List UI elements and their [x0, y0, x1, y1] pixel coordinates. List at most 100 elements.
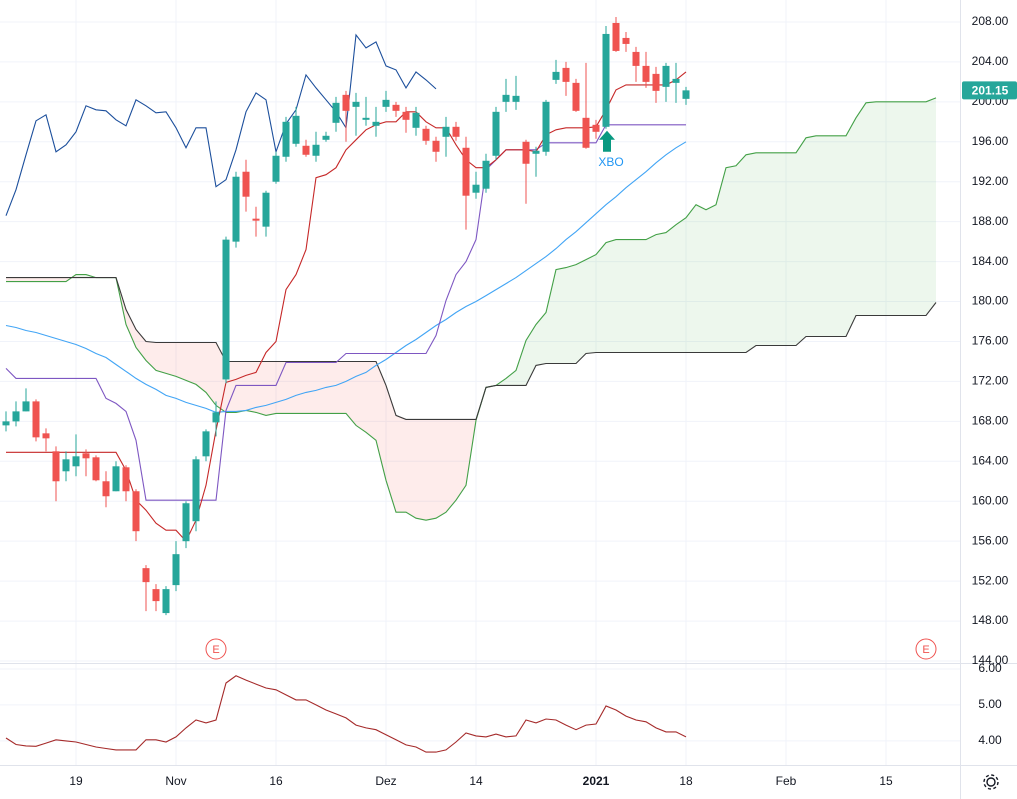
gear-inner	[986, 777, 996, 787]
candle-body	[112, 466, 120, 492]
candle-body	[392, 104, 400, 111]
cloud-fill	[256, 361, 266, 416]
candle-body	[362, 117, 370, 120]
cloud-fill	[426, 419, 436, 521]
candle-body	[622, 37, 630, 44]
candle-body	[82, 453, 90, 459]
candle-body	[522, 141, 530, 164]
candle-body	[332, 102, 340, 123]
y-tick-label: 5.00	[978, 697, 1002, 711]
cloud-fill	[296, 361, 306, 414]
candle-body	[202, 431, 210, 457]
cloud-fill	[306, 361, 316, 414]
y-tick-label: 196.00	[972, 134, 1009, 148]
lower-indicator-line	[5, 675, 687, 753]
cloud-fill	[386, 385, 396, 513]
candle-body	[402, 111, 410, 120]
indicator-line	[5, 124, 686, 501]
x-tick-label: 2021	[583, 774, 610, 788]
y-tick-label: 204.00	[972, 54, 1009, 68]
candle-body	[312, 144, 320, 156]
y-tick-label: 144.00	[972, 653, 1009, 667]
cloud-fill	[796, 137, 806, 346]
y-tick-label: 168.00	[972, 414, 1009, 428]
cloud-fill	[246, 361, 256, 413]
event-label: E	[212, 644, 219, 656]
cloud-fill	[576, 259, 586, 364]
x-tick-label: 18	[679, 774, 693, 788]
cloud-fill	[366, 361, 376, 441]
y-tick-label: 176.00	[972, 334, 1009, 348]
cloud-fill	[16, 277, 26, 282]
y-tick-label: 180.00	[972, 294, 1009, 308]
cloud-fill	[236, 361, 246, 413]
cloud-fill	[76, 274, 86, 278]
annotation-arrow	[599, 130, 615, 152]
candle-body	[42, 433, 50, 439]
y-tick-label: 160.00	[972, 493, 1009, 507]
candle-body	[512, 95, 520, 102]
settings-icon[interactable]	[983, 774, 999, 790]
x-tick-label: 14	[469, 774, 483, 788]
cloud-fill	[326, 361, 336, 414]
candle-body	[92, 457, 100, 481]
candle-body	[602, 33, 610, 127]
cloud-fill	[546, 269, 556, 364]
cloud-fill	[716, 167, 726, 353]
y-tick-label: 184.00	[972, 254, 1009, 268]
cloud-fill	[136, 329, 146, 361]
cloud-fill	[36, 277, 46, 282]
candle-body	[592, 124, 600, 132]
cloud-fill	[316, 361, 326, 414]
cloud-fill	[676, 217, 686, 353]
candle-body	[442, 126, 450, 137]
cloud-fill	[456, 419, 466, 501]
cloud-fill	[896, 101, 906, 316]
candle-body	[152, 589, 160, 602]
cloud-fill	[336, 361, 346, 414]
candle-body	[232, 176, 240, 242]
candle-body	[252, 218, 260, 221]
cloud-fill	[406, 419, 416, 519]
candle-body	[72, 456, 80, 467]
y-tick-label: 148.00	[972, 613, 1009, 627]
cloud-fill	[836, 135, 846, 337]
candle-body	[652, 73, 660, 91]
candle-body	[482, 160, 490, 189]
candle-body	[102, 481, 110, 497]
cloud-fill	[56, 277, 66, 282]
cloud-fill	[616, 239, 626, 353]
candle-body	[582, 117, 590, 148]
annotation-label: XBO	[598, 155, 623, 169]
cloud-fill	[846, 117, 856, 337]
x-tick-label: Dez	[375, 774, 396, 788]
cloud-fill	[786, 152, 796, 346]
cloud-fill	[886, 101, 896, 316]
span-a-line	[6, 97, 937, 521]
candle-body	[452, 126, 460, 137]
cloud-fill	[446, 419, 456, 513]
candle-body	[52, 451, 60, 482]
cloud-fill	[806, 135, 816, 337]
candle-body	[552, 71, 560, 80]
span-b-line	[6, 277, 937, 420]
cloud-fill	[556, 267, 566, 364]
candle-body	[242, 171, 250, 197]
candle-body	[172, 554, 180, 586]
cloud-fill	[626, 239, 636, 353]
cloud-fill	[206, 342, 216, 406]
y-tick-label: 188.00	[972, 214, 1009, 228]
candle-body	[22, 401, 30, 412]
candle-body	[212, 412, 220, 423]
candle-body	[122, 467, 130, 492]
candle-body	[12, 411, 20, 422]
candle-body	[372, 121, 380, 126]
candle-body	[262, 192, 270, 227]
cloud-fill	[356, 361, 366, 433]
indicator-line	[5, 141, 687, 413]
indicator-line	[5, 33, 437, 216]
candle-body	[462, 147, 470, 196]
cloud-fill	[706, 204, 716, 353]
price-tag	[962, 81, 1017, 100]
cloud-fill	[176, 342, 186, 381]
